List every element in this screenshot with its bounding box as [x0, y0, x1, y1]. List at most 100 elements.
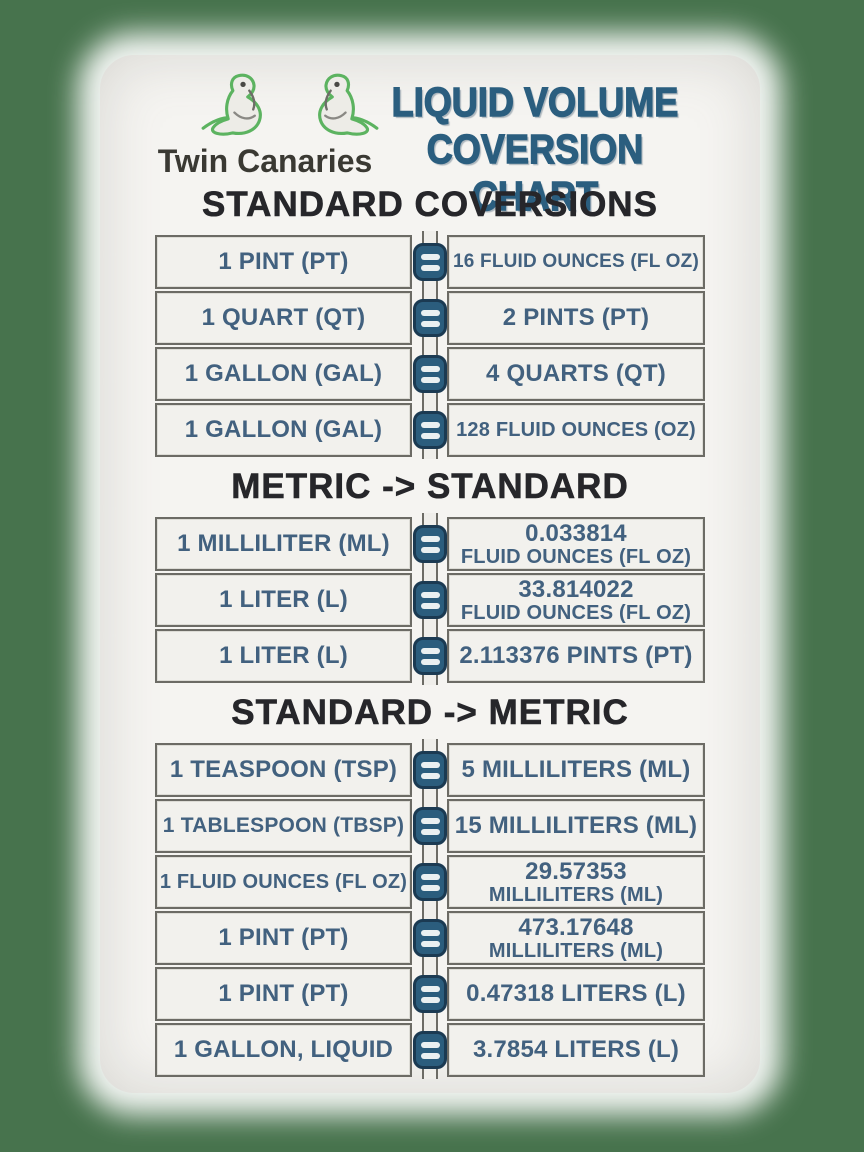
twin-birds-logo	[201, 73, 379, 136]
right-value: 3.7854 LITERS (L)	[472, 1036, 680, 1063]
equals-icon	[413, 411, 447, 449]
right-value-box: 0.47318 LITERS (L)	[447, 967, 705, 1021]
right-value: 473.17648	[518, 913, 634, 941]
left-value-box: 1 LITER (L)	[155, 573, 412, 627]
right-value: 5 MILLILITERS (ML)	[461, 756, 691, 783]
left-value: 1 TEASPOON (TSP)	[169, 756, 398, 783]
left-value-box: 1 GALLON (GAL)	[155, 403, 412, 457]
conversion-row: 1 LITER (L) 2.113376 PINTS (PT)	[155, 629, 705, 683]
conversion-row: 1 MILLILITER (ML) 0.033814 FLUID OUNCES (F…	[155, 517, 705, 571]
left-value-box: 1 GALLON, LIQUID	[155, 1023, 412, 1077]
left-value: 1 MILLILITER (ML)	[177, 530, 390, 557]
sections: STANDARD COVERSIONS 1 PINT (PT) 16 FLUID O…	[155, 183, 705, 1079]
conversion-row: 1 GALLON (GAL) 4 QUARTS (QT)	[155, 347, 705, 401]
card-title-line2: COVERSION CHART	[426, 125, 644, 219]
equals-icon	[413, 355, 447, 393]
conversion-rows: 1 MILLILITER (ML) 0.033814 FLUID OUNCES (F…	[155, 513, 705, 685]
right-value: 0.47318 LITERS (L)	[466, 980, 686, 1007]
right-value: 2.113376 PINTS (PT)	[459, 642, 693, 669]
equals-icon	[413, 299, 447, 337]
conversion-row: 1 QUART (QT) 2 PINTS (PT)	[155, 291, 705, 345]
left-value: 1 QUART (QT)	[201, 304, 366, 331]
right-value: 2 PINTS (PT)	[502, 304, 650, 331]
right-value: 4 QUARTS (QT)	[486, 360, 666, 387]
right-value-box: 16 FLUID OUNCES (FL OZ)	[447, 235, 705, 289]
equals-icon	[413, 807, 447, 845]
left-value: 1 GALLON (GAL)	[184, 360, 383, 387]
conversion-rows: 1 PINT (PT) 16 FLUID OUNCES (FL OZ) 1 QUAR…	[155, 231, 705, 459]
right-value: 0.033814	[525, 519, 627, 547]
conversion-row: 1 PINT (PT) 473.17648 MILLILITERS (ML)	[155, 911, 705, 965]
center-rail	[422, 231, 438, 459]
conversion-row: 1 GALLON, LIQUID 3.7854 LITERS (L)	[155, 1023, 705, 1077]
left-value-box: 1 FLUID OUNCES (FL OZ)	[155, 855, 412, 909]
left-value-box: 1 PINT (PT)	[155, 911, 412, 965]
equals-icon	[413, 975, 447, 1013]
conversion-row: 1 PINT (PT) 0.47318 LITERS (L)	[155, 967, 705, 1021]
conversion-row: 1 LITER (L) 33.814022 FLUID OUNCES (FL OZ)	[155, 573, 705, 627]
left-value: 1 PINT (PT)	[218, 980, 349, 1007]
right-value-unit: FLUID OUNCES (FL OZ)	[460, 545, 692, 568]
equals-icon	[413, 751, 447, 789]
left-value: 1 TABLESPOON (TBSP)	[162, 814, 405, 837]
equals-icon	[413, 243, 447, 281]
right-value-box: 4 QUARTS (QT)	[447, 347, 705, 401]
left-value-box: 1 PINT (PT)	[155, 967, 412, 1021]
right-value-box: 15 MILLILITERS (ML)	[447, 799, 705, 853]
left-value: 1 GALLON (GAL)	[184, 416, 383, 443]
left-value-box: 1 PINT (PT)	[155, 235, 412, 289]
section-3: STANDARD -> METRIC 1 TEASPOON (TSP) 5 MILL…	[155, 691, 705, 1079]
left-value: 1 PINT (PT)	[218, 924, 349, 951]
right-value-unit: FLUID OUNCES (FL OZ)	[460, 601, 692, 624]
right-value-box: 33.814022 FLUID OUNCES (FL OZ)	[447, 573, 705, 627]
conversion-row: 1 FLUID OUNCES (FL OZ) 29.57353 MILLILITER…	[155, 855, 705, 909]
equals-icon	[413, 581, 447, 619]
right-value-box: 128 FLUID OUNCES (OZ)	[447, 403, 705, 457]
left-value-box: 1 LITER (L)	[155, 629, 412, 683]
section-heading: STANDARD COVERSIONS	[202, 185, 658, 225]
conversion-rows: 1 TEASPOON (TSP) 5 MILLILITERS (ML) 1 TABL…	[155, 739, 705, 1079]
right-value: 33.814022	[518, 575, 634, 603]
right-value: 128 FLUID OUNCES (OZ)	[456, 419, 696, 441]
equals-icon	[413, 525, 447, 563]
left-value: 1 GALLON, LIQUID	[173, 1036, 394, 1063]
right-value-box: 29.57353 MILLILITERS (ML)	[447, 855, 705, 909]
section-heading: STANDARD -> METRIC	[231, 693, 629, 733]
brand-name: Twin Canaries	[157, 143, 373, 179]
left-value: 1 PINT (PT)	[218, 248, 349, 275]
section-heading: METRIC -> STANDARD	[231, 467, 629, 507]
equals-icon	[413, 919, 447, 957]
left-value-box: 1 TEASPOON (TSP)	[155, 743, 412, 797]
left-value: 1 LITER (L)	[219, 586, 348, 613]
equals-icon	[413, 637, 447, 675]
left-value-box: 1 MILLILITER (ML)	[155, 517, 412, 571]
right-value-unit: MILLILITERS (ML)	[488, 939, 664, 962]
conversion-row: 1 PINT (PT) 16 FLUID OUNCES (FL OZ)	[155, 235, 705, 289]
conversion-card: Twin Canaries LIQUID VOLUME COVERSION CH…	[100, 55, 760, 1093]
left-value-box: 1 TABLESPOON (TBSP)	[155, 799, 412, 853]
right-value: 15 MILLILITERS (ML)	[454, 812, 698, 839]
section-1: STANDARD COVERSIONS 1 PINT (PT) 16 FLUID O…	[155, 183, 705, 459]
conversion-row: 1 TABLESPOON (TBSP) 15 MILLILITERS (ML)	[155, 799, 705, 853]
equals-icon	[413, 1031, 447, 1069]
right-value-box: 5 MILLILITERS (ML)	[447, 743, 705, 797]
right-value: 29.57353	[525, 857, 627, 885]
left-value: 1 LITER (L)	[219, 642, 348, 669]
conversion-row: 1 GALLON (GAL) 128 FLUID OUNCES (OZ)	[155, 403, 705, 457]
left-bird	[201, 73, 262, 136]
right-value-box: 0.033814 FLUID OUNCES (FL OZ)	[447, 517, 705, 571]
right-value-box: 473.17648 MILLILITERS (ML)	[447, 911, 705, 965]
right-value-box: 3.7854 LITERS (L)	[447, 1023, 705, 1077]
left-value: 1 FLUID OUNCES (FL OZ)	[159, 871, 408, 893]
right-value-unit: MILLILITERS (ML)	[488, 883, 664, 906]
left-value-box: 1 QUART (QT)	[155, 291, 412, 345]
card-title-line1: LIQUID VOLUME	[391, 78, 679, 125]
right-value-box: 2 PINTS (PT)	[447, 291, 705, 345]
left-value-box: 1 GALLON (GAL)	[155, 347, 412, 401]
section-2: METRIC -> STANDARD 1 MILLILITER (ML) 0.033…	[155, 465, 705, 685]
equals-icon	[413, 863, 447, 901]
right-value-box: 2.113376 PINTS (PT)	[447, 629, 705, 683]
card-title: LIQUID VOLUME COVERSION CHART	[377, 78, 694, 220]
right-bird	[318, 73, 379, 136]
